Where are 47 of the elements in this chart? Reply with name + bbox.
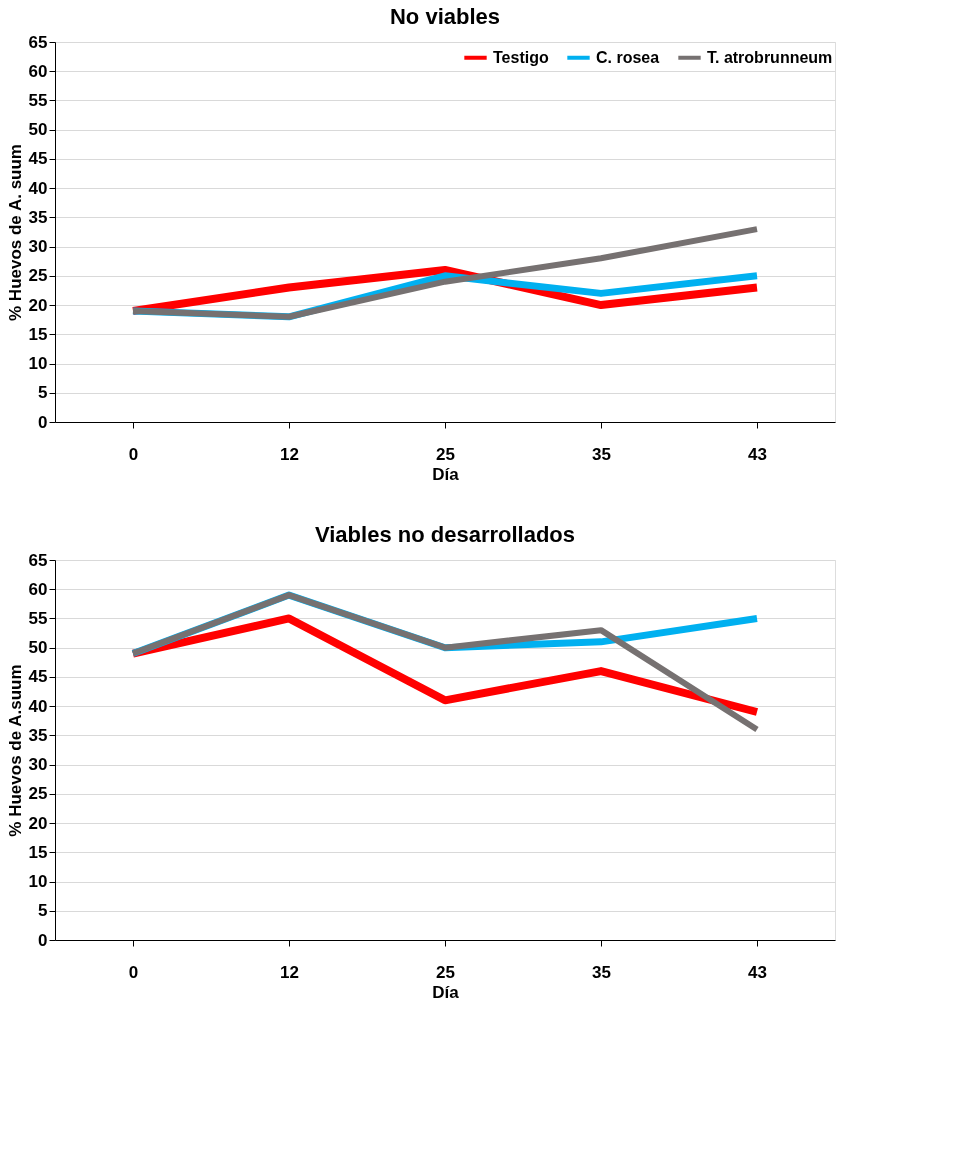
y-tick-label: 10 [28, 872, 48, 892]
y-tick-label: 15 [28, 842, 48, 862]
legend-label: T. atrobrunneum [707, 48, 833, 66]
y-tick-label: 0 [38, 412, 48, 432]
y-tick-label: 60 [28, 579, 48, 599]
x-tick-label: 25 [436, 962, 455, 982]
y-tick-label: 5 [38, 383, 48, 403]
x-tick-label: 43 [748, 444, 767, 464]
y-tick-label: 30 [28, 755, 48, 775]
y-tick-label: 50 [28, 120, 48, 140]
y-tick-label: 10 [28, 354, 48, 374]
y-tick-label: 20 [28, 813, 48, 833]
y-tick-label: 60 [28, 61, 48, 81]
y-tick-label: 20 [28, 295, 48, 315]
x-tick-label: 0 [128, 444, 139, 464]
y-tick-label: 25 [28, 266, 48, 286]
legend-label: C. rosea [596, 48, 660, 66]
x-tick-label: 25 [436, 444, 455, 464]
y-tick-label: 35 [28, 725, 48, 745]
x-axis-title: Día [432, 464, 460, 484]
y-tick-label: 45 [28, 667, 48, 687]
legend-label: Testigo [493, 48, 549, 66]
y-tick-label: 25 [28, 784, 48, 804]
y-tick-label: 65 [28, 32, 48, 52]
y-axis-title: % Huevos de A.suum [5, 664, 25, 837]
y-tick-label: 50 [28, 638, 48, 658]
x-tick-label: 35 [592, 962, 611, 982]
y-tick-label: 35 [28, 207, 48, 227]
y-tick-label: 5 [38, 901, 48, 921]
y-tick-label: 40 [28, 178, 48, 198]
x-tick-label: 12 [280, 962, 299, 982]
x-tick-label: 35 [592, 444, 611, 464]
y-tick-label: 65 [28, 550, 48, 570]
y-tick-label: 55 [28, 90, 48, 110]
y-tick-label: 15 [28, 324, 48, 344]
x-tick-label: 43 [748, 962, 767, 982]
x-tick-label: 12 [280, 444, 299, 464]
y-tick-label: 0 [38, 930, 48, 950]
y-tick-label: 30 [28, 237, 48, 257]
x-axis-title: Día [432, 982, 460, 1002]
chart-title: No viables [389, 4, 501, 29]
chart-title: Viables no desarrollados [314, 522, 576, 547]
x-tick-label: 0 [128, 962, 139, 982]
y-tick-label: 55 [28, 608, 48, 628]
y-axis-title: % Huevos de A. suum [5, 144, 25, 321]
y-tick-label: 45 [28, 149, 48, 169]
y-tick-label: 40 [28, 696, 48, 716]
